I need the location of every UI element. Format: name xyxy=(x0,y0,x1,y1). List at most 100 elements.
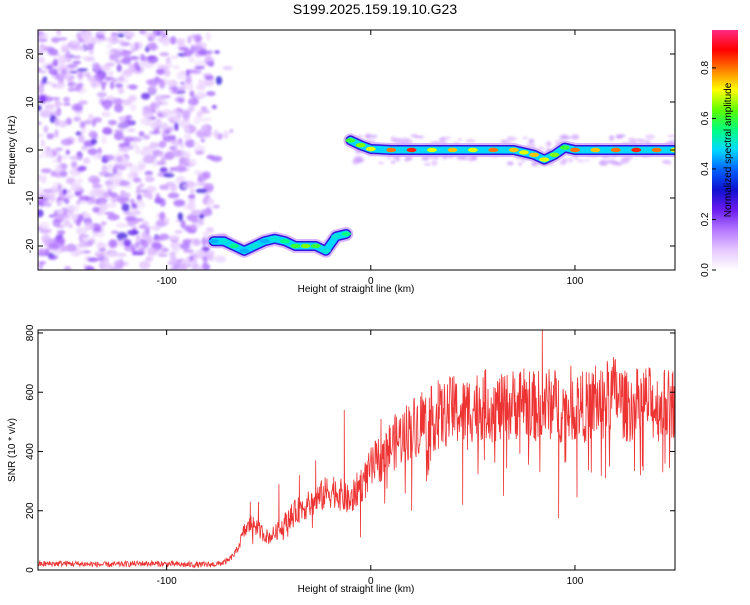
noise-blob xyxy=(174,229,183,234)
noise-blob xyxy=(91,188,102,197)
noise-blob xyxy=(98,261,106,270)
noise-blob xyxy=(364,133,372,139)
noise-blob xyxy=(116,155,123,163)
noise-blob xyxy=(403,158,411,162)
noise-blob xyxy=(79,121,86,129)
y-tick-label: 600 xyxy=(25,383,36,400)
noise-blob xyxy=(202,171,211,180)
noise-blob xyxy=(522,136,528,140)
noise-blob xyxy=(65,149,70,156)
noise-blob xyxy=(505,140,513,144)
noise-blob xyxy=(215,76,223,85)
noise-blob xyxy=(124,215,136,222)
noise-blob xyxy=(40,139,46,148)
noise-blob xyxy=(39,70,47,74)
noise-blob xyxy=(38,174,43,181)
noise-blob xyxy=(140,117,152,126)
noise-blob xyxy=(663,161,672,165)
noise-blob xyxy=(108,251,119,258)
noise-blob xyxy=(138,30,147,35)
spectrogram-x-axis-label: Height of straight line (km) xyxy=(298,284,415,295)
noise-blob xyxy=(106,43,113,49)
noise-blob xyxy=(38,186,43,195)
noise-blob xyxy=(204,75,215,80)
noise-blob xyxy=(194,34,203,43)
noise-blob xyxy=(48,254,59,260)
noise-blob xyxy=(80,199,86,205)
noise-blob xyxy=(166,181,176,187)
snr-frame xyxy=(37,329,676,571)
noise-blob xyxy=(77,134,85,143)
noise-blob xyxy=(70,251,81,257)
noise-blob xyxy=(88,191,93,197)
noise-blob xyxy=(146,42,156,51)
noise-blob xyxy=(142,146,152,150)
ridge-point xyxy=(345,138,356,143)
noise-blob xyxy=(114,103,124,113)
noise-blob xyxy=(48,193,56,203)
noise-blob xyxy=(203,183,214,192)
x-tick-label: 100 xyxy=(567,276,584,287)
noise-blob xyxy=(58,55,69,63)
colorbar-gradient xyxy=(712,30,738,270)
noise-blob xyxy=(113,131,124,141)
noise-blob xyxy=(91,235,96,240)
noise-blob xyxy=(127,162,133,167)
noise-blob xyxy=(203,58,216,62)
noise-blob xyxy=(95,64,101,71)
noise-blob xyxy=(76,178,84,183)
noise-blob xyxy=(130,198,135,205)
noise-blob xyxy=(107,214,120,221)
spectrogram-y-ticks: -20 -10 0 10 20 xyxy=(25,48,675,253)
noise-blob xyxy=(112,166,118,175)
noise-blob xyxy=(107,119,118,126)
noise-blob xyxy=(57,200,64,205)
ridge-point xyxy=(651,147,662,153)
noise-blob xyxy=(169,167,177,172)
noise-blob xyxy=(83,234,90,238)
noise-blob xyxy=(208,254,215,262)
noise-blob xyxy=(116,232,128,241)
noise-blob xyxy=(54,236,62,242)
noise-blob xyxy=(52,112,57,116)
noise-blob xyxy=(64,194,75,199)
noise-blob xyxy=(157,68,166,75)
ridge-point xyxy=(559,145,570,150)
noise-blob xyxy=(38,261,47,265)
noise-blob xyxy=(627,137,635,141)
noise-blob xyxy=(43,125,49,133)
ridge-point xyxy=(300,243,311,249)
noise-blob xyxy=(54,102,63,107)
noise-blob xyxy=(52,218,61,228)
noise-blob xyxy=(52,215,60,219)
noise-blob xyxy=(178,38,186,43)
noise-blob xyxy=(91,184,103,189)
noise-blob xyxy=(44,103,55,111)
noise-blob xyxy=(92,117,103,123)
noise-blob xyxy=(130,104,137,112)
noise-blob xyxy=(201,246,211,252)
noise-blob xyxy=(81,145,88,151)
noise-blob xyxy=(104,154,115,161)
noise-blob xyxy=(195,150,204,155)
noise-blob xyxy=(174,165,187,173)
noise-blob xyxy=(38,248,45,256)
noise-blob xyxy=(214,50,220,54)
noise-blob xyxy=(140,149,146,156)
noise-blob xyxy=(75,131,82,136)
noise-blob xyxy=(189,90,195,98)
noise-blob xyxy=(96,241,105,250)
noise-blob xyxy=(121,57,132,65)
x-tick-label: -100 xyxy=(157,576,177,587)
noise-blob xyxy=(142,134,151,140)
noise-blob xyxy=(65,117,72,126)
noise-blob xyxy=(71,41,79,46)
noise-blob xyxy=(200,110,211,114)
noise-blob xyxy=(86,222,91,231)
noise-blob xyxy=(182,83,187,89)
noise-blob xyxy=(528,138,535,144)
noise-blob xyxy=(156,160,167,166)
noise-blob xyxy=(38,221,50,229)
